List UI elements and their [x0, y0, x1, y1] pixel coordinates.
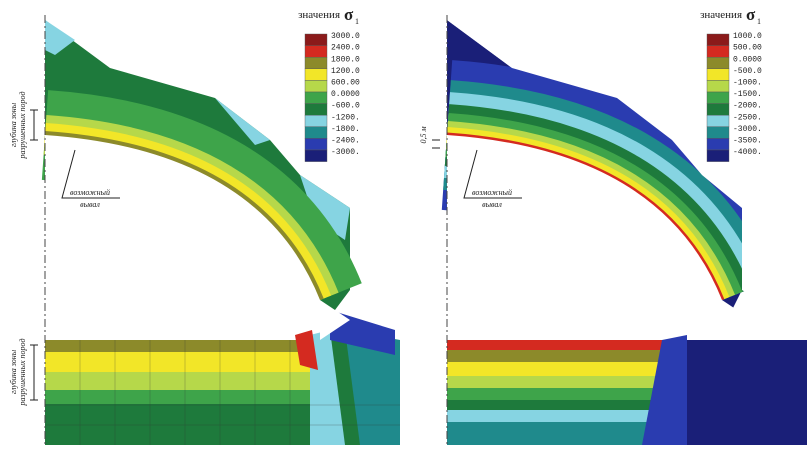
annotation: глубина зоны — [9, 349, 18, 394]
legend-swatch — [707, 92, 729, 104]
legend-label: -4000. — [733, 148, 762, 157]
legend-swatch — [305, 34, 327, 46]
legend-swatch — [707, 57, 729, 69]
legend-swatch — [305, 57, 327, 69]
band — [45, 340, 310, 352]
annotation: 0,5 м — [419, 126, 428, 143]
band — [447, 400, 682, 410]
legend-label: 1800.0 — [331, 55, 360, 64]
band — [45, 352, 310, 372]
legend-label: -1500. — [733, 90, 762, 99]
legend-label: 0.0000 — [733, 55, 762, 64]
legend-swatch — [707, 127, 729, 139]
legend-label: 600.00 — [331, 79, 360, 88]
legend-swatch — [305, 46, 327, 58]
legend-symbol: σ — [746, 5, 756, 24]
band — [447, 376, 682, 388]
panel-left: глубина зоны разрушенных пород глубина з… — [9, 5, 400, 445]
annotation: глубина зоны — [9, 102, 18, 147]
legend-label: -2000. — [733, 102, 762, 111]
notch — [722, 300, 752, 340]
legend-swatch — [707, 69, 729, 81]
legend-label: 1200.0 — [331, 67, 360, 76]
legend-label: -1000. — [733, 79, 762, 88]
legend-label: -2500. — [733, 113, 762, 122]
figure: глубина зоны разрушенных пород глубина з… — [0, 0, 807, 450]
annotation: возможный — [472, 188, 512, 197]
legend-swatch — [707, 104, 729, 116]
annotation: возможный — [70, 188, 110, 197]
legend-swatch — [707, 138, 729, 150]
legend-swatch — [707, 80, 729, 92]
depth-bracket — [30, 110, 38, 140]
legend-swatch — [305, 80, 327, 92]
legend-label: -1200. — [331, 113, 360, 122]
legend-subscript: 1 — [757, 17, 761, 26]
legend-label: -2400. — [331, 137, 360, 146]
legend-swatch — [707, 150, 729, 162]
annotation: вывал — [80, 200, 100, 209]
legend-label: -500.0 — [733, 67, 762, 76]
legend-label: 1000.0 — [733, 32, 762, 41]
band — [45, 390, 310, 404]
legend-swatch — [305, 127, 327, 139]
legend-label: -3000. — [331, 148, 360, 157]
depth-bracket — [30, 345, 38, 400]
legend-swatch — [707, 46, 729, 58]
band — [45, 372, 310, 390]
legend-label: 3000.0 — [331, 32, 360, 41]
annotation: разрушенных пород — [18, 338, 27, 406]
legend-title: значения — [298, 9, 340, 21]
band — [447, 350, 682, 362]
legend-swatch — [707, 115, 729, 127]
legend-label: 0.0000 — [331, 90, 360, 99]
legend-label: -1800. — [331, 125, 360, 134]
legend-label: 2400.0 — [331, 44, 360, 53]
legend-label: -3500. — [733, 137, 762, 146]
annotation: вывал — [482, 200, 502, 209]
legend-swatch — [707, 34, 729, 46]
band — [447, 340, 682, 350]
band — [447, 362, 682, 376]
band — [447, 388, 682, 400]
legend-label: -600.0 — [331, 102, 360, 111]
legend-swatch — [305, 138, 327, 150]
depth-bracket — [432, 140, 440, 148]
legend-swatch — [305, 150, 327, 162]
legend-label: 500.00 — [733, 44, 762, 53]
annotation: разрушенных пород — [18, 91, 27, 159]
legend-swatch — [305, 104, 327, 116]
legend-subscript: 1 — [355, 17, 359, 26]
legend-symbol: σ — [344, 5, 354, 24]
legend-label: -3000. — [733, 125, 762, 134]
legend-swatch — [305, 92, 327, 104]
legend-title: значения — [700, 9, 742, 21]
legend-swatch — [305, 69, 327, 81]
legend-swatch — [305, 115, 327, 127]
